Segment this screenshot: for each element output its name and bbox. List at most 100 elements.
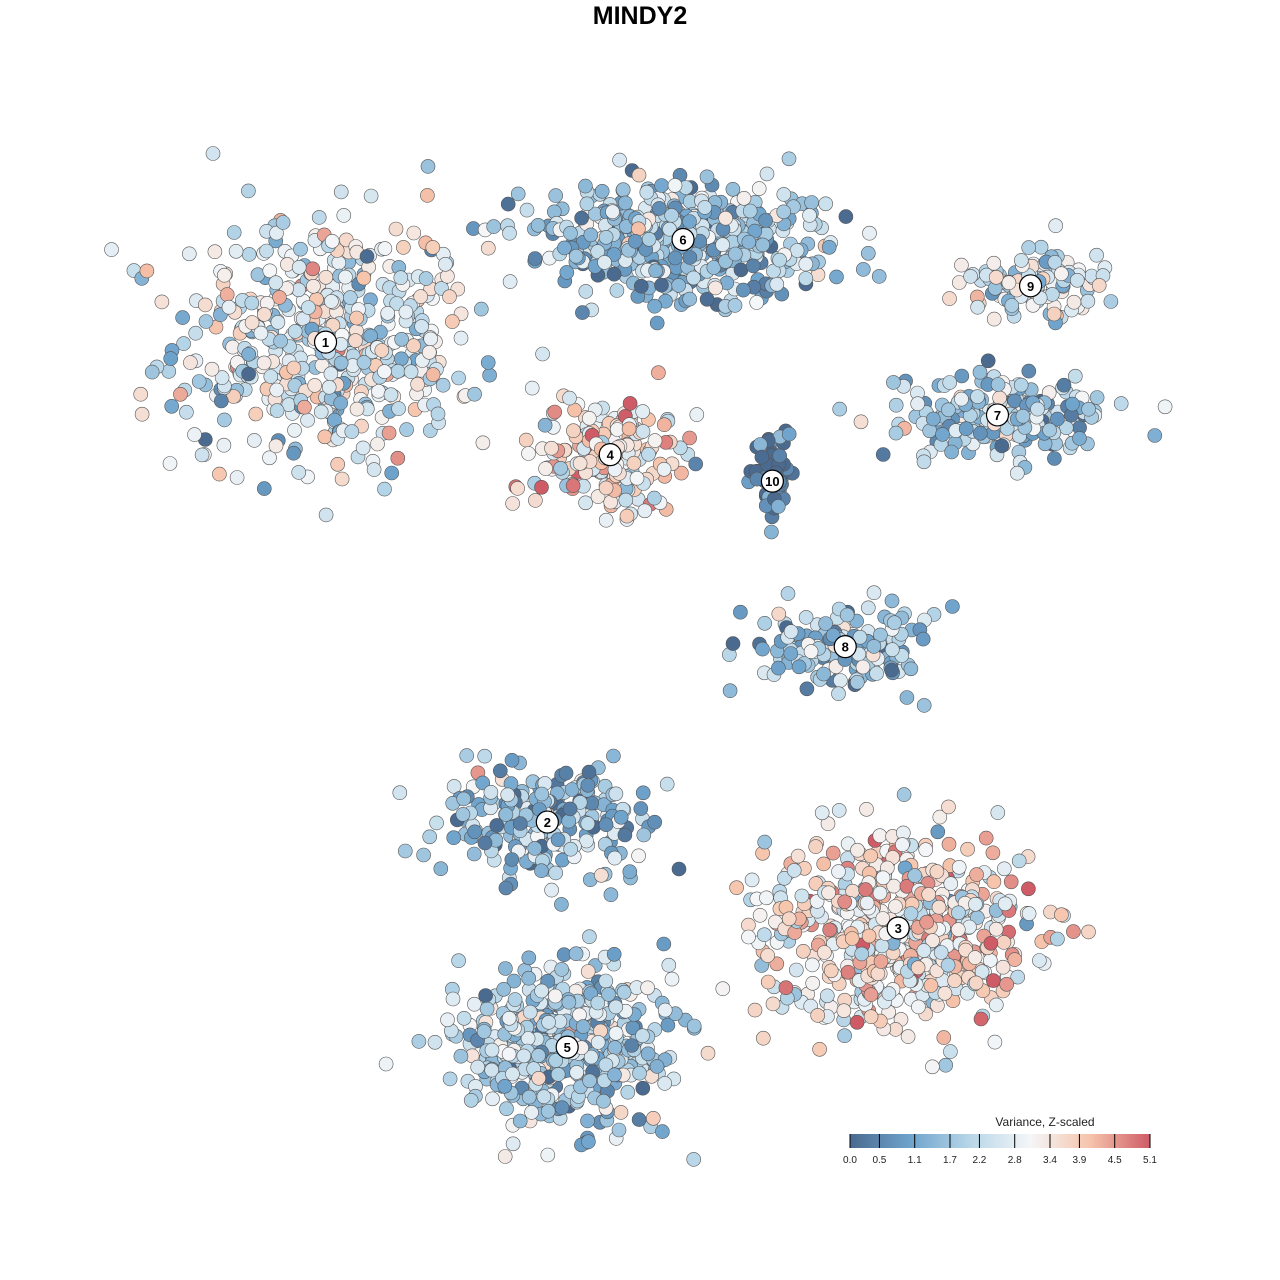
data-point	[561, 994, 577, 1010]
data-point	[613, 1105, 629, 1120]
data-point	[198, 314, 214, 329]
data-point	[1021, 881, 1036, 897]
data-point	[729, 880, 744, 896]
data-point	[397, 843, 413, 859]
data-point	[605, 204, 620, 219]
data-point	[741, 234, 757, 250]
data-point	[804, 957, 820, 973]
data-point	[935, 427, 950, 442]
cluster-label-9: 9	[1018, 274, 1043, 298]
data-point	[649, 1059, 665, 1074]
data-point	[536, 1089, 552, 1104]
cluster-label-8: 8	[833, 635, 857, 659]
data-point	[390, 363, 406, 379]
data-point	[455, 807, 471, 822]
data-point	[992, 390, 1007, 406]
data-point	[1054, 266, 1069, 282]
data-point	[194, 447, 210, 463]
data-point	[907, 868, 923, 883]
data-point	[765, 996, 781, 1012]
data-point	[438, 256, 453, 272]
data-point	[990, 805, 1006, 820]
data-point	[244, 295, 260, 311]
data-point	[629, 470, 645, 486]
data-point	[451, 953, 466, 969]
data-point	[550, 1067, 566, 1082]
data-point	[1059, 420, 1074, 436]
data-point	[476, 1024, 492, 1039]
data-point	[682, 291, 698, 307]
cluster-label-5: 5	[555, 1035, 579, 1059]
data-point	[484, 1042, 500, 1058]
data-point	[967, 950, 983, 965]
data-point	[718, 210, 733, 226]
data-point	[825, 627, 841, 643]
chart-title: MINDY2	[592, 2, 688, 30]
data-point	[410, 376, 425, 392]
data-point	[598, 230, 614, 245]
data-point	[418, 271, 434, 286]
data-point	[175, 310, 190, 325]
data-point	[875, 447, 891, 462]
data-point	[575, 305, 590, 320]
data-point	[659, 776, 675, 792]
data-point	[466, 846, 482, 862]
data-point	[929, 864, 945, 879]
data-point	[381, 425, 397, 441]
data-point	[557, 240, 572, 256]
data-point	[512, 816, 528, 831]
data-point	[936, 1030, 952, 1045]
data-point	[607, 1067, 622, 1083]
data-point	[954, 257, 969, 273]
data-point	[583, 227, 599, 243]
data-point	[1066, 294, 1082, 310]
data-point	[519, 202, 535, 218]
data-point	[1147, 428, 1163, 443]
data-point	[399, 422, 414, 437]
data-point	[363, 328, 378, 344]
data-point	[348, 333, 363, 348]
data-point	[940, 957, 956, 973]
data-point	[502, 274, 518, 289]
data-point	[667, 178, 683, 193]
data-point	[832, 401, 848, 417]
data-point	[686, 1152, 702, 1167]
colorbar-gradient	[850, 1134, 1150, 1148]
data-point	[814, 805, 830, 821]
data-point	[356, 270, 372, 286]
data-point	[548, 865, 564, 881]
data-point	[608, 1026, 624, 1041]
data-point	[324, 234, 340, 249]
data-point	[1048, 218, 1063, 233]
data-point	[311, 210, 327, 225]
data-point	[903, 906, 919, 921]
data-point	[973, 1011, 989, 1027]
data-point	[342, 290, 358, 305]
data-point	[393, 351, 409, 367]
data-point	[997, 896, 1013, 912]
data-point	[521, 1089, 537, 1105]
data-point	[837, 1028, 852, 1043]
data-point	[217, 267, 232, 283]
data-point	[1066, 924, 1081, 939]
data-point	[383, 387, 399, 403]
data-point	[164, 398, 179, 414]
data-point	[954, 391, 969, 407]
data-point	[874, 938, 890, 954]
data-point	[338, 269, 353, 285]
data-point	[531, 1048, 546, 1063]
data-point	[524, 1105, 539, 1120]
data-point	[484, 1062, 500, 1078]
data-point	[133, 386, 148, 402]
data-point	[269, 403, 285, 418]
data-point	[755, 1030, 771, 1046]
data-point	[516, 1048, 532, 1064]
data-point	[537, 417, 553, 433]
data-point	[839, 607, 855, 623]
data-point	[548, 1053, 564, 1068]
data-point	[301, 300, 316, 315]
data-point	[651, 201, 667, 216]
cluster-label-text: 8	[842, 640, 849, 655]
data-point	[510, 481, 525, 496]
